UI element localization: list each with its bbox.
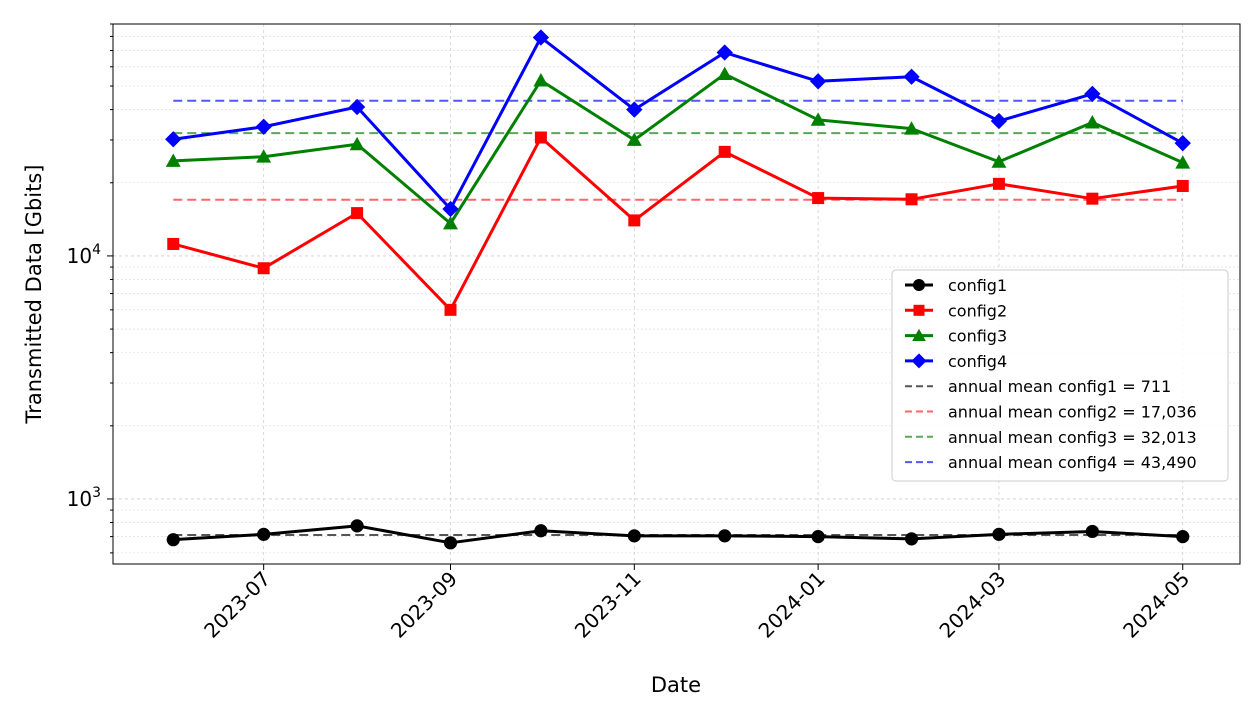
- data-point: [443, 216, 458, 230]
- data-point: [904, 121, 919, 135]
- data-point: [1176, 179, 1189, 192]
- series-config3: [165, 66, 1191, 230]
- data-point: [1174, 135, 1191, 152]
- data-point: [167, 237, 180, 250]
- legend-label: config1: [948, 276, 1007, 295]
- data-point: [165, 153, 181, 167]
- data-point: [532, 29, 550, 46]
- data-point: [626, 101, 643, 118]
- data-point: [627, 529, 641, 543]
- data-point: [903, 68, 920, 85]
- legend-item: annual mean config2 = 17,036: [905, 403, 1197, 422]
- y-tick-label: 103: [67, 485, 101, 511]
- data-point: [257, 262, 270, 275]
- legend-item: config3: [905, 327, 1007, 346]
- data-point: [810, 112, 826, 126]
- data-point: [1176, 530, 1190, 544]
- data-point: [718, 145, 731, 158]
- series-config4: [165, 29, 1191, 218]
- data-point: [257, 527, 271, 541]
- data-point: [349, 136, 365, 151]
- x-tick-label: 2024-03: [934, 567, 1010, 643]
- data-point: [812, 192, 825, 205]
- series-line: [173, 35, 1184, 211]
- data-point: [351, 207, 364, 220]
- data-point: [1175, 155, 1191, 169]
- data-point: [1085, 524, 1099, 539]
- x-axis-ticks: 2023-07 2023-09 2023-11 2024-01 2024-03 2024-…: [199, 564, 1194, 643]
- data-point: [912, 278, 926, 292]
- legend-item: config4: [905, 352, 1007, 371]
- data-point: [533, 73, 549, 87]
- y-axis-label: Transmitted Data [Gbits]: [22, 165, 46, 425]
- x-axis-label: Date: [651, 673, 701, 697]
- data-point: [992, 177, 1005, 190]
- data-point: [991, 154, 1007, 168]
- data-point: [990, 112, 1008, 130]
- data-point: [626, 132, 642, 146]
- series-line: [173, 524, 1183, 545]
- legend-item: config1: [905, 276, 1007, 295]
- x-tick-label: 2023-07: [199, 567, 275, 643]
- series-line: [172, 136, 1183, 312]
- data-point: [255, 118, 272, 135]
- data-point: [911, 353, 927, 369]
- data-point: [1084, 115, 1100, 129]
- data-point: [256, 149, 272, 163]
- data-point: [442, 200, 459, 218]
- series: [165, 29, 1191, 550]
- data-point: [717, 66, 733, 81]
- legend-label: config2: [948, 301, 1007, 320]
- data-point: [443, 536, 458, 550]
- data-point: [534, 524, 548, 538]
- legend-item: config2: [905, 301, 1007, 320]
- data-point: [913, 304, 925, 316]
- x-tick-label: 2024-01: [754, 567, 830, 643]
- data-point: [165, 131, 182, 148]
- series-config2: [167, 131, 1189, 316]
- data-point: [716, 44, 733, 61]
- y-tick-label: 104: [67, 242, 101, 268]
- x-tick-label: 2023-09: [386, 567, 462, 643]
- legend-item: annual mean config3 = 32,013: [905, 428, 1197, 447]
- x-tick-label: 2023-11: [570, 567, 646, 643]
- series-config1: [166, 519, 1190, 550]
- data-point: [904, 532, 919, 546]
- legend-label: annual mean config1 = 711: [948, 377, 1171, 396]
- data-point: [992, 527, 1006, 541]
- data-point: [348, 98, 366, 116]
- data-point: [166, 533, 180, 547]
- series-line: [173, 72, 1184, 225]
- y-axis-ticks: 103 104: [67, 23, 113, 554]
- data-point: [811, 530, 825, 544]
- x-tick-label: 2024-05: [1118, 567, 1194, 643]
- data-point: [628, 214, 641, 227]
- legend-label: annual mean config4 = 43,490: [948, 453, 1197, 472]
- data-point: [534, 131, 547, 144]
- data-point: [1084, 85, 1101, 103]
- data-point: [444, 303, 457, 316]
- data-point: [1086, 192, 1099, 205]
- legend-label: config3: [948, 327, 1007, 346]
- data-point: [718, 529, 732, 543]
- legend-label: config4: [948, 352, 1007, 371]
- data-point: [350, 519, 364, 533]
- legend-label: annual mean config2 = 17,036: [948, 403, 1197, 422]
- legend-box: [891, 269, 1229, 482]
- data-point: [905, 193, 918, 206]
- legend-item: annual mean config4 = 43,490: [905, 453, 1197, 472]
- data-point: [912, 328, 926, 342]
- legend-label: annual mean config3 = 32,013: [948, 428, 1197, 447]
- data-point: [809, 73, 827, 90]
- legend: config1 config2 config3 config4 annual mean …: [891, 269, 1229, 482]
- legend-item: annual mean config1 = 711: [905, 377, 1171, 396]
